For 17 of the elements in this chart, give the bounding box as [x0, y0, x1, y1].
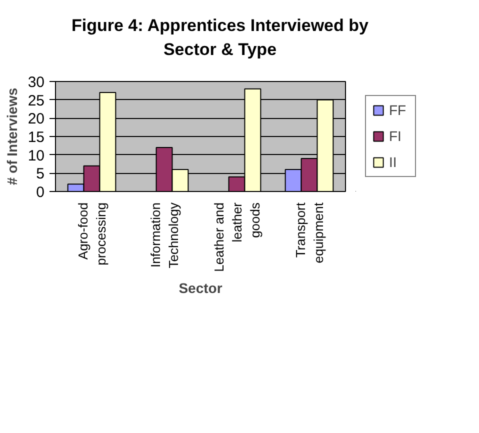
y-tick-label: 15: [28, 128, 45, 146]
x-tick-label: Transport equipment: [292, 202, 326, 263]
y-tick-label: 0: [36, 184, 44, 201]
x-tick-label: Agro-food processing: [75, 202, 108, 265]
y-tick-label: 10: [28, 146, 45, 164]
y-tick-label: 30: [28, 74, 45, 91]
legend-label: FI: [389, 128, 402, 144]
y-axis-title: # of Interviews: [4, 87, 20, 185]
chart-title: Figure 4: Apprentices Interviewed by Sector & Type: [70, 15, 370, 62]
x-tick-label: Information Technology: [148, 202, 181, 268]
legend-label: II: [389, 154, 398, 170]
y-tick-label: 25: [28, 92, 45, 109]
legend-label: FF: [389, 102, 408, 118]
y-tick-label: 20: [28, 110, 45, 128]
y-tick-label: 5: [36, 165, 44, 182]
x-axis-title: Sector: [178, 279, 223, 296]
x-tick-label: Leather and leather goods: [211, 201, 262, 272]
